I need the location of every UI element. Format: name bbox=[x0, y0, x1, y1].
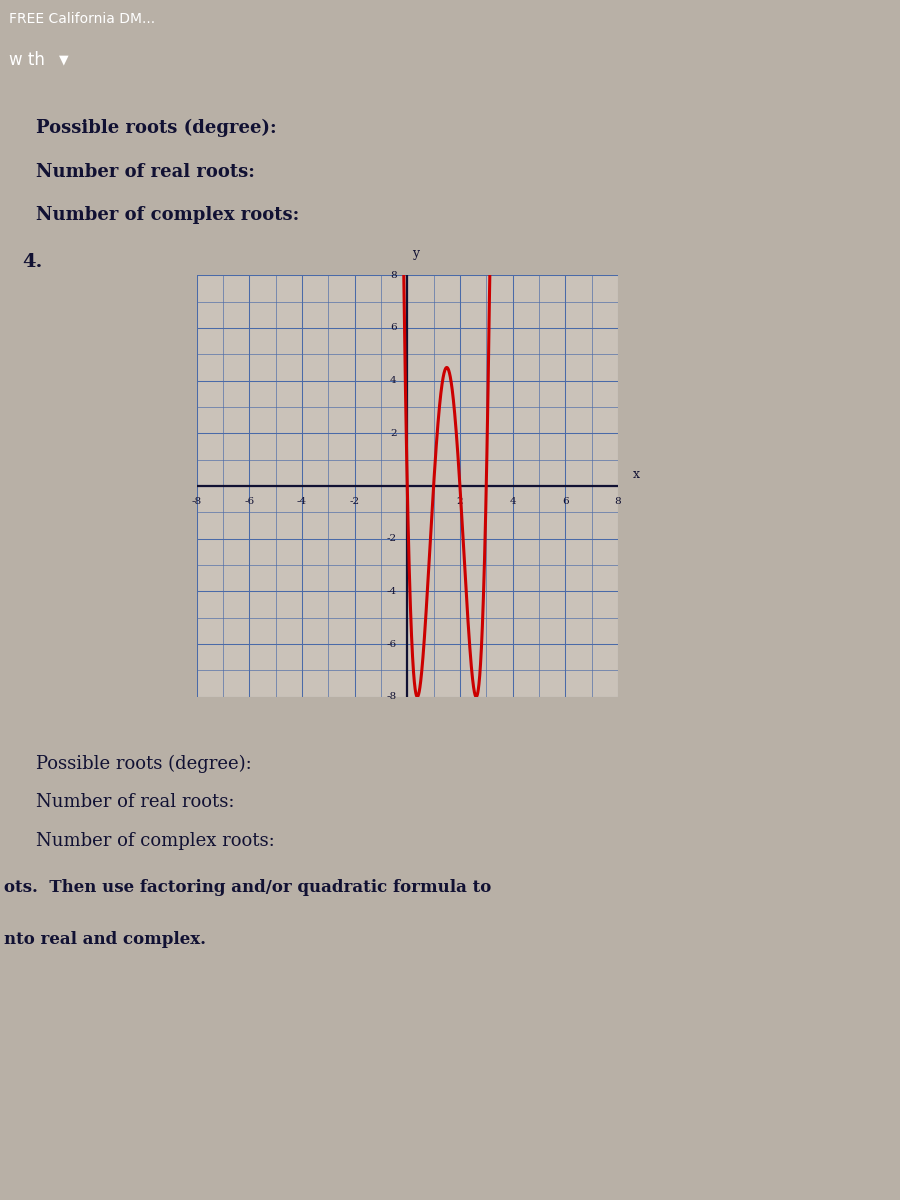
Text: ▼: ▼ bbox=[58, 54, 68, 66]
Text: Number of real roots:: Number of real roots: bbox=[36, 793, 235, 811]
Text: -6: -6 bbox=[387, 640, 397, 648]
Text: 4: 4 bbox=[390, 376, 397, 385]
Text: -4: -4 bbox=[297, 497, 307, 505]
Text: x: x bbox=[633, 468, 640, 481]
Text: -6: -6 bbox=[244, 497, 255, 505]
Text: -8: -8 bbox=[192, 497, 202, 505]
Text: -2: -2 bbox=[387, 534, 397, 544]
Text: 6: 6 bbox=[562, 497, 569, 505]
Text: Number of complex roots:: Number of complex roots: bbox=[36, 206, 299, 224]
Text: Number of complex roots:: Number of complex roots: bbox=[36, 833, 274, 851]
Text: nto real and complex.: nto real and complex. bbox=[4, 930, 206, 948]
Text: -4: -4 bbox=[387, 587, 397, 596]
Text: FREE California DM...: FREE California DM... bbox=[9, 12, 155, 26]
Text: Possible roots (degree):: Possible roots (degree): bbox=[36, 755, 252, 773]
Text: 2: 2 bbox=[390, 428, 397, 438]
Text: 8: 8 bbox=[615, 497, 621, 505]
Text: -8: -8 bbox=[387, 692, 397, 701]
Text: 4: 4 bbox=[509, 497, 516, 505]
Text: ots.  Then use factoring and/or quadratic formula to: ots. Then use factoring and/or quadratic… bbox=[4, 878, 491, 895]
Text: -2: -2 bbox=[349, 497, 360, 505]
Text: 2: 2 bbox=[456, 497, 464, 505]
Text: Number of real roots:: Number of real roots: bbox=[36, 162, 255, 180]
Text: 6: 6 bbox=[390, 324, 397, 332]
Text: y: y bbox=[411, 247, 418, 260]
Text: 4.: 4. bbox=[22, 253, 43, 271]
Text: Possible roots (degree):: Possible roots (degree): bbox=[36, 119, 276, 137]
Text: 8: 8 bbox=[390, 271, 397, 280]
Text: w th: w th bbox=[9, 50, 45, 68]
